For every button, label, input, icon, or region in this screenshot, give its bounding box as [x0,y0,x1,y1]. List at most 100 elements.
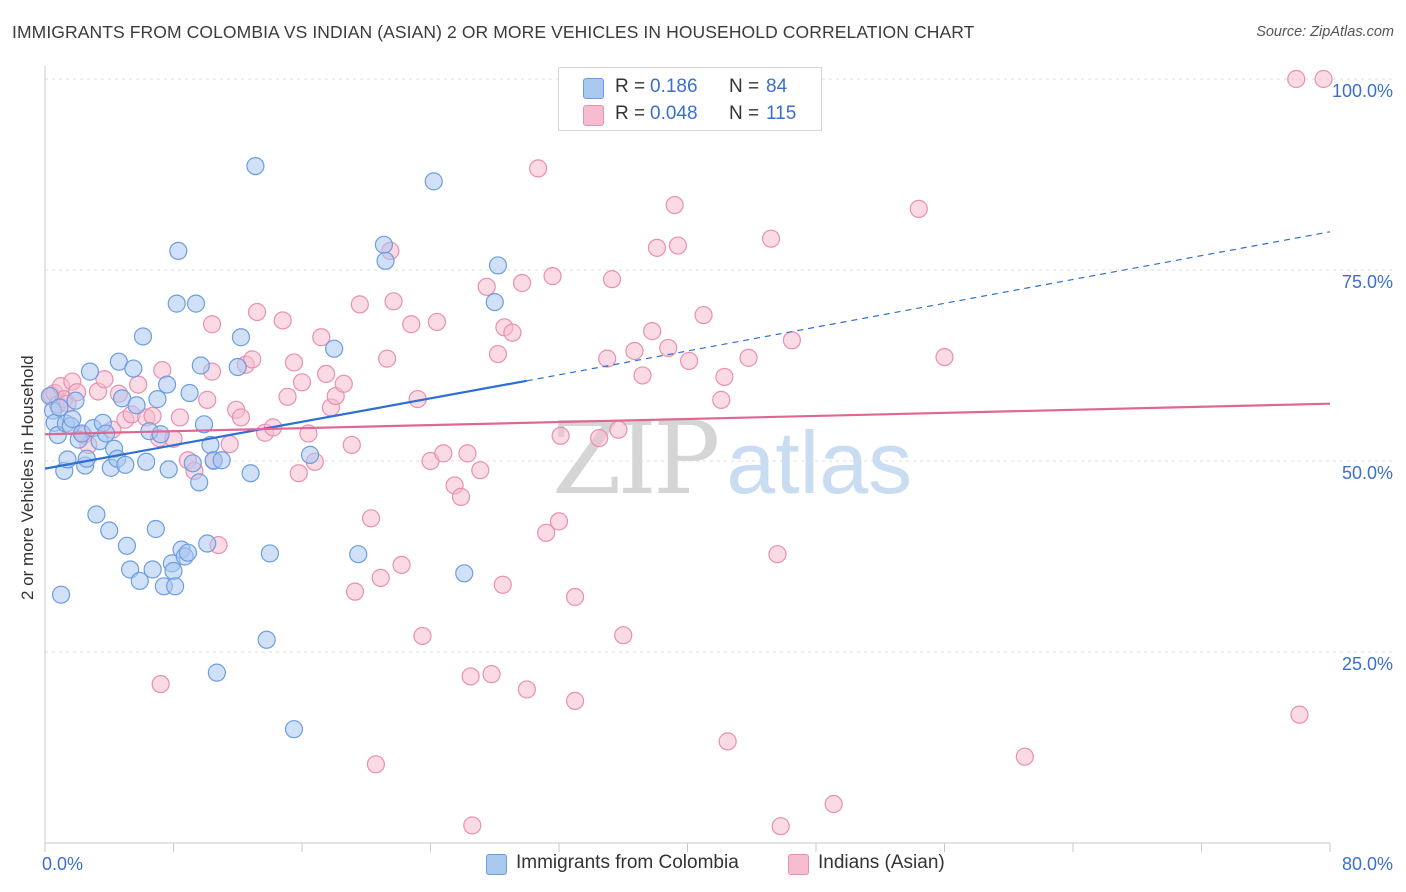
chart-title: IMMIGRANTS FROM COLOMBIA VS INDIAN (ASIA… [12,22,975,42]
colombia-point [130,571,149,591]
colombia-point [198,534,217,553]
indian-point [712,390,731,409]
colombia-point [191,356,210,375]
indian-point [590,428,609,448]
legend-label-indian: Indians (Asian) [818,852,945,873]
colombia-point [137,452,156,471]
indian-point [334,374,353,393]
indian-point [278,387,297,406]
legend-swatch-colombia [583,78,604,99]
colombia-point [455,564,474,583]
indian-point [392,555,411,575]
colombia-point [178,543,198,562]
indian-point [361,509,381,528]
indian-point [471,461,490,480]
indian-point [170,408,190,427]
indian-point [782,331,802,350]
colombia-point [117,536,137,555]
colombia-point [116,455,135,474]
indian-point [1314,69,1333,89]
indian-point [292,373,312,392]
indian-point [371,568,390,587]
colombia-point [87,505,106,524]
colombia-point [164,561,183,581]
colombia-point [169,241,188,260]
indian-point [768,545,787,564]
indian-point [1015,747,1034,766]
indian-point [668,236,687,255]
colombia-point [194,415,214,434]
y-tick-label: 75.0% [1342,272,1393,292]
colombia-point [159,460,178,479]
indian-point [543,267,562,286]
colombia-point [260,544,279,563]
indian-point [565,587,585,607]
indian-point [771,817,790,836]
legend-swatch-colombia [486,854,507,875]
indian-point [659,338,678,358]
colombia-point [180,383,199,403]
legend-r-label: R = [615,76,646,97]
legend-r-value-indian: 0.048 [650,103,698,124]
colombia-point [100,521,119,540]
colombia-point [183,454,202,473]
indian-point [488,344,508,364]
indian-point [503,323,522,342]
y-tick-label: 50.0% [1342,463,1393,483]
indian-point [1290,705,1309,724]
legend-n-value-indian: 115 [766,103,797,124]
indian-point [366,755,385,774]
indian-point [598,349,617,368]
legend-n-label: N = [729,76,760,97]
colombia-trend-extension [526,231,1331,382]
indian-point [551,426,570,445]
colombia-point [186,294,206,313]
indian-point [316,364,336,384]
legend-label-colombia: Immigrants from Colombia [516,852,739,873]
legend-swatch-indian [583,105,604,126]
indian-point [715,367,734,387]
indian-point [312,328,331,347]
indian-point [665,195,684,215]
colombia-point [77,449,96,468]
indian-point [350,295,369,314]
colombia-point [51,585,71,604]
colombia-point [50,398,69,417]
indian-point [643,322,662,341]
indian-point [345,582,365,601]
indian-point [129,375,148,394]
watermark-atlas: atlas [726,413,913,512]
colombia-point [488,256,508,275]
legend-n-label: N = [729,103,760,124]
y-tick-label: 25.0% [1342,654,1393,674]
colombia-point [376,251,395,270]
indian-point [1287,69,1306,89]
indian-point [625,341,644,361]
indian-point [461,667,480,686]
indian-point [151,674,170,694]
indian-trend-line [44,402,1331,436]
indian-point [247,302,267,322]
colombia-point [148,390,167,409]
colombia-point [124,359,143,378]
indian-point [609,420,628,439]
indian-point [739,348,758,367]
indian-point [384,292,403,311]
indian-point [909,199,928,218]
indian-point [463,816,482,835]
indian-point [434,444,453,463]
indian-point [95,370,114,389]
colombia-point [231,328,251,347]
colombia-point [300,445,320,464]
y-axis-label: 2 or more Vehicles in Household [18,355,37,600]
indian-point [299,424,318,443]
colombia-point [485,292,504,312]
colombia-point [207,663,226,682]
indian-point [413,626,432,646]
indian-point [529,159,548,178]
colombia-point [190,473,209,492]
indian-point [284,353,304,372]
colombia-point [284,720,304,739]
colombia-point [133,327,153,346]
indian-point [549,512,569,531]
